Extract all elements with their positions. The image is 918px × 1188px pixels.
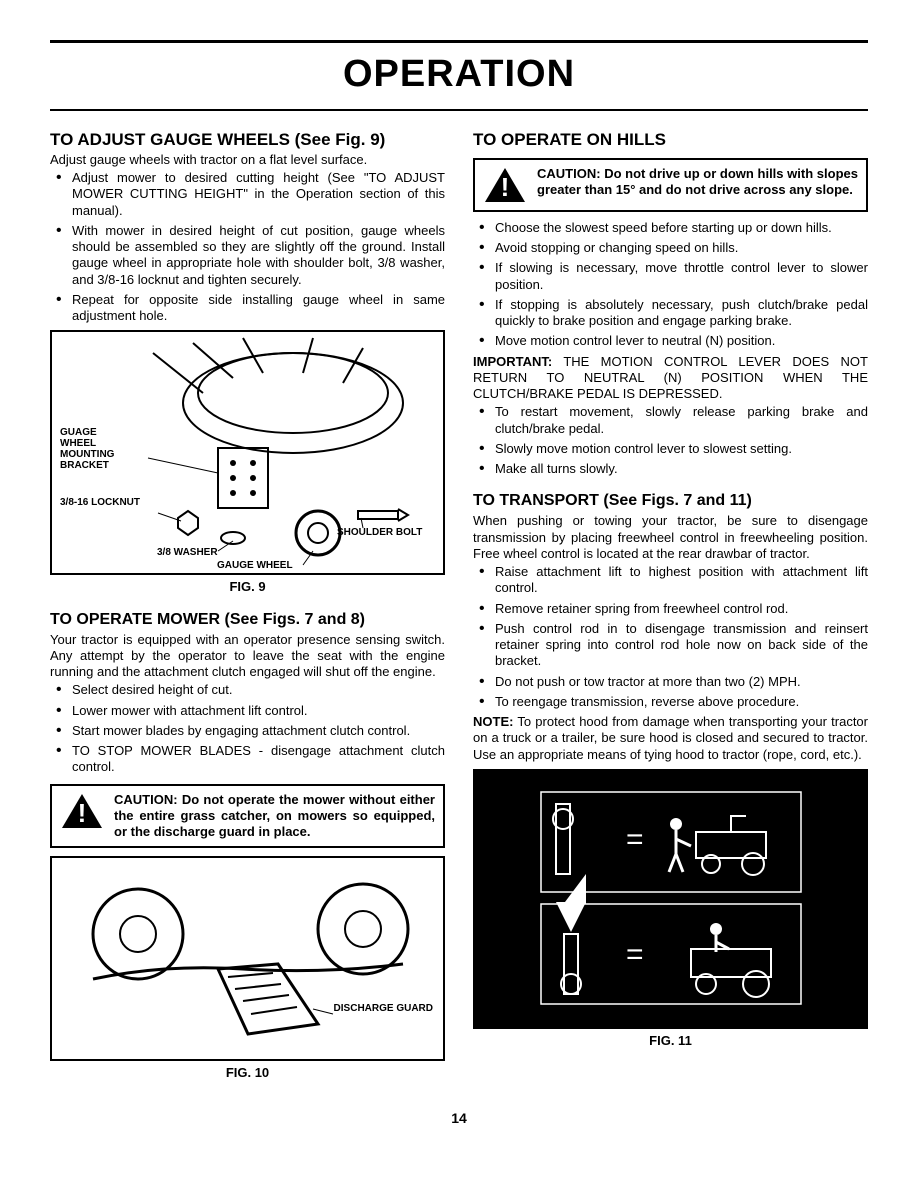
- list-item: Select desired height of cut.: [50, 682, 445, 698]
- list-hills-2: To restart movement, slowly release park…: [473, 404, 868, 477]
- svg-text:=: =: [626, 823, 644, 856]
- heading-transport: TO TRANSPORT (See Figs. 7 and 11): [473, 491, 868, 511]
- list-item: Start mower blades by engaging attachmen…: [50, 723, 445, 739]
- two-column-layout: TO ADJUST GAUGE WHEELS (See Fig. 9) Adju…: [50, 125, 868, 1092]
- svg-text:=: =: [626, 938, 644, 971]
- list-item: Remove retainer spring from freewheel co…: [473, 601, 868, 617]
- fig10-label: DISCHARGE GUARD: [334, 1003, 433, 1014]
- list-item: Repeat for opposite side installing gaug…: [50, 292, 445, 325]
- page-number: 14: [50, 1110, 868, 1128]
- caution-hills: ! CAUTION: Do not drive up or down hills…: [473, 158, 868, 212]
- heading-operate-mower: TO OPERATE MOWER (See Figs. 7 and 8): [50, 610, 445, 630]
- title-underline: [50, 109, 868, 111]
- list-item: Move motion control lever to neutral (N)…: [473, 333, 868, 349]
- list-item: Lower mower with attachment lift control…: [50, 703, 445, 719]
- caution-hills-text: CAUTION: Do not drive up or down hills w…: [537, 166, 858, 199]
- list-item: To reengage transmission, reverse above …: [473, 694, 868, 710]
- fig10-illustration: [63, 859, 433, 1059]
- list-item: Slowly move motion control lever to slow…: [473, 441, 868, 457]
- warning-triangle-icon: !: [483, 166, 527, 204]
- list-transport: Raise attachment lift to highest positio…: [473, 564, 868, 710]
- intro-transport: When pushing or towing your tractor, be …: [473, 513, 868, 562]
- fig11-illustration: = =: [531, 784, 811, 1014]
- figure-9: GUAGE WHEEL MOUNTING BRACKET 3/8-16 LOCK…: [50, 330, 445, 575]
- fig9-label-washer: 3/8 WASHER: [157, 547, 218, 558]
- transport-note: NOTE: To protect hood from damage when t…: [473, 714, 868, 763]
- figure-10: DISCHARGE GUARD: [50, 856, 445, 1061]
- list-item: Adjust mower to desired cutting height (…: [50, 170, 445, 219]
- list-item: TO STOP MOWER BLADES - disengage attachm…: [50, 743, 445, 776]
- heading-hills: TO OPERATE ON HILLS: [473, 129, 868, 150]
- list-item: Choose the slowest speed before starting…: [473, 220, 868, 236]
- fig9-label-bolt: SHOULDER BOLT: [337, 527, 422, 538]
- left-column: TO ADJUST GAUGE WHEELS (See Fig. 9) Adju…: [50, 125, 445, 1092]
- fig10-caption: FIG. 10: [50, 1065, 445, 1081]
- list-adjust-gauge: Adjust mower to desired cutting height (…: [50, 170, 445, 324]
- list-item: If slowing is necessary, move throttle c…: [473, 260, 868, 293]
- svg-text:!: !: [78, 798, 87, 828]
- figure-11: = =: [473, 769, 868, 1029]
- caution-mower: ! CAUTION: Do not operate the mower with…: [50, 784, 445, 849]
- list-item: Avoid stopping or changing speed on hill…: [473, 240, 868, 256]
- svg-text:!: !: [501, 172, 510, 202]
- fig9-label-wheel: GAUGE WHEEL: [217, 560, 293, 571]
- list-hills-1: Choose the slowest speed before starting…: [473, 220, 868, 350]
- note-label: NOTE:: [473, 714, 513, 729]
- list-item: Push control rod in to disengage transmi…: [473, 621, 868, 670]
- page-title: OPERATION: [50, 51, 868, 99]
- fig11-caption: FIG. 11: [473, 1033, 868, 1049]
- list-operate-mower: Select desired height of cut. Lower mowe…: [50, 682, 445, 775]
- note-text: To protect hood from damage when transpo…: [473, 714, 868, 762]
- fig9-caption: FIG. 9: [50, 579, 445, 595]
- list-item: Do not push or tow tractor at more than …: [473, 674, 868, 690]
- list-item: Make all turns slowly.: [473, 461, 868, 477]
- list-item: To restart movement, slowly release park…: [473, 404, 868, 437]
- intro-adjust-gauge: Adjust gauge wheels with tractor on a fl…: [50, 152, 445, 168]
- important-note: IMPORTANT: THE MOTION CONTROL LEVER DOES…: [473, 354, 868, 403]
- warning-triangle-icon: !: [60, 792, 104, 830]
- caution-mower-text: CAUTION: Do not operate the mower withou…: [114, 792, 435, 841]
- right-column: TO OPERATE ON HILLS ! CAUTION: Do not dr…: [473, 125, 868, 1092]
- fig9-label-locknut: 3/8-16 LOCKNUT: [60, 497, 140, 508]
- heading-adjust-gauge: TO ADJUST GAUGE WHEELS (See Fig. 9): [50, 129, 445, 150]
- fig9-label-bracket: GUAGE WHEEL MOUNTING BRACKET: [60, 427, 130, 471]
- list-item: With mower in desired height of cut posi…: [50, 223, 445, 288]
- intro-operate-mower: Your tractor is equipped with an operato…: [50, 632, 445, 681]
- list-item: If stopping is absolutely necessary, pus…: [473, 297, 868, 330]
- top-rule: [50, 40, 868, 43]
- important-label: IMPORTANT:: [473, 354, 552, 369]
- list-item: Raise attachment lift to highest positio…: [473, 564, 868, 597]
